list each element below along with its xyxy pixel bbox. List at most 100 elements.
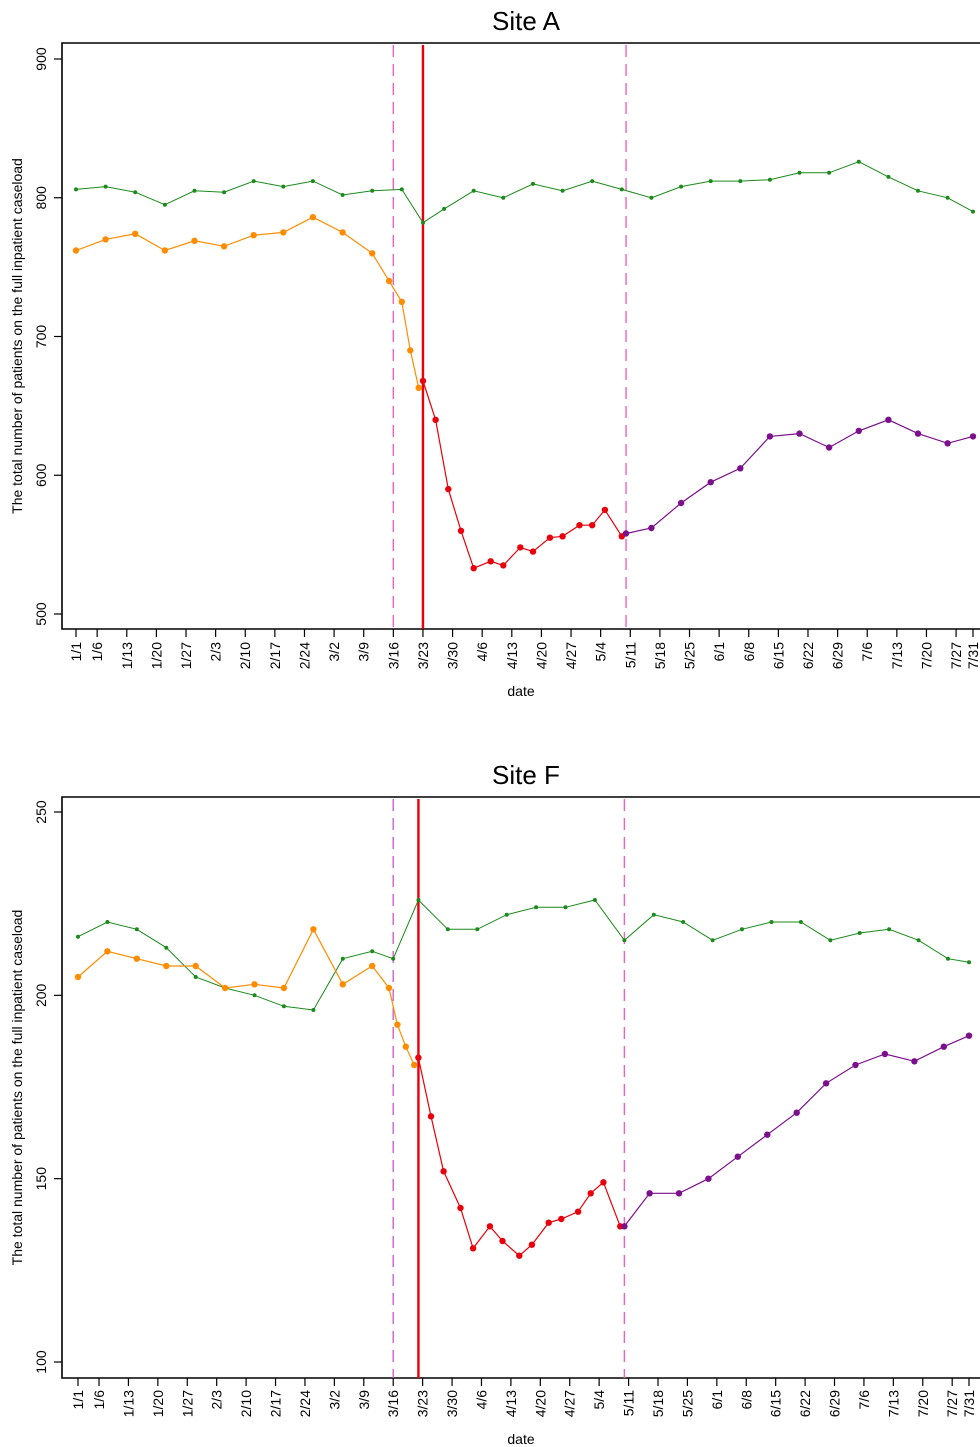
- site-a-red-series-point: [529, 548, 537, 555]
- site-f-orange-series-point: [385, 984, 393, 992]
- site-f-green-series-point: [105, 920, 110, 924]
- site-a-orange-series-point: [407, 347, 414, 354]
- site-f-x-tick-label: 2/10: [238, 1390, 254, 1417]
- site-f-purple-series-point: [675, 1190, 683, 1197]
- site-f-x-tick-label: 3/9: [356, 1390, 372, 1410]
- site-f-x-tick-label: 2/24: [297, 1390, 313, 1417]
- site-a-green-series-point: [192, 188, 197, 193]
- site-f-purple-series-point: [911, 1058, 918, 1065]
- site-f-purple-series-point: [965, 1032, 973, 1039]
- site-f-green-series-point: [946, 956, 950, 961]
- site-a-orange-series-point: [72, 247, 80, 254]
- site-a-purple-series-point: [796, 430, 803, 437]
- site-f-x-tick-label: 7/27: [944, 1390, 960, 1417]
- site-f-red-series-point: [469, 1245, 477, 1252]
- site-a-red-series-point: [500, 562, 507, 569]
- site-a-x-axis-label: date: [507, 683, 534, 699]
- site-a-purple-series-point: [855, 427, 862, 435]
- site-f-orange-series-point: [394, 1021, 401, 1028]
- site-a-green-series-point: [74, 187, 78, 192]
- site-a-axes-frame: [61, 42, 980, 630]
- site-f-x-tick-label: 1/1: [70, 1390, 86, 1410]
- site-a-x-tick-label: 4/27: [563, 642, 579, 669]
- site-f-purple-series-line: [623, 1035, 970, 1227]
- site-f-x-tick-label: 4/13: [503, 1390, 519, 1417]
- site-a-green-series-point: [222, 190, 227, 195]
- site-f-panel: Site F date The total number of patients…: [9, 760, 980, 1447]
- site-f-red-series-point: [587, 1190, 594, 1197]
- site-a-x-tick-label: 6/8: [741, 642, 757, 662]
- site-a-purple-series-line: [625, 419, 974, 535]
- site-a-purple-series-point: [914, 430, 922, 437]
- site-f-x-tick-label: 6/29: [827, 1390, 843, 1417]
- site-f-green-series-point: [967, 960, 971, 965]
- site-f-red-series-point: [486, 1223, 494, 1230]
- site-a-red-series-point: [589, 522, 596, 529]
- site-a-green-series-point: [340, 193, 345, 197]
- site-f-x-tick-label: 6/22: [797, 1390, 813, 1417]
- site-a-green-series-point: [133, 190, 138, 195]
- site-f-green-series-point: [592, 898, 597, 902]
- site-f-red-series-point: [558, 1215, 565, 1223]
- site-a-green-series-point: [501, 195, 506, 200]
- site-f-x-tick-label: 1/27: [179, 1390, 195, 1417]
- site-a-x-tick-label: 6/1: [711, 642, 727, 662]
- site-a-orange-series: [72, 214, 422, 391]
- site-a-green-series-point: [560, 188, 565, 193]
- site-a-purple-series-point: [677, 499, 685, 507]
- site-a-green-series: [74, 159, 975, 225]
- site-a-red-series-point: [559, 533, 566, 540]
- site-a-x-tick-label: 7/20: [918, 642, 934, 669]
- site-a-orange-series-point: [309, 214, 317, 221]
- site-a-green-series-point: [679, 184, 684, 189]
- site-f-green-series-point: [416, 898, 421, 902]
- site-a-x-tick-label: 4/6: [474, 642, 490, 662]
- site-a-green-series-point: [856, 159, 861, 164]
- site-f-orange-series-point: [221, 984, 229, 992]
- site-a-red-series-point: [419, 377, 427, 385]
- site-f-green-series-point: [651, 912, 656, 917]
- site-f-green-series-point: [857, 931, 862, 935]
- site-a-orange-series-point: [385, 277, 393, 285]
- site-f-x-tick-label: 1/13: [120, 1390, 136, 1417]
- site-f-x-tick-label: 5/25: [679, 1390, 695, 1417]
- site-f-green-series-point: [534, 905, 539, 910]
- site-a-x-tick-label: 3/2: [326, 642, 342, 662]
- site-a-orange-series-point: [369, 250, 376, 257]
- site-a-y-tick-label: 500: [33, 602, 49, 626]
- site-f-x-tick-label: 7/6: [856, 1390, 872, 1410]
- site-f-green-series-point: [370, 949, 375, 954]
- site-a-x-tick-label: 5/18: [652, 642, 668, 669]
- site-a-x-tick-label: 7/6: [859, 642, 875, 662]
- site-f-y-tick-label: 250: [33, 800, 49, 824]
- site-f-orange-series-point: [280, 984, 288, 992]
- site-f-green-series-point: [916, 938, 921, 943]
- site-f-x-tick-label: 5/11: [621, 1390, 637, 1416]
- site-a-y-tick-label: 700: [33, 325, 49, 349]
- site-f-x-tick-label: 2/17: [268, 1390, 284, 1417]
- site-f-orange-series-point: [133, 955, 140, 962]
- site-a-red-series-point: [470, 565, 477, 572]
- site-f-x-tick-label: 6/8: [738, 1390, 754, 1410]
- site-a-x-tick-label: 1/27: [178, 642, 194, 669]
- site-f-purple-series-point: [793, 1109, 800, 1116]
- site-f-green-series-point: [681, 920, 686, 924]
- site-f-orange-series-point: [251, 981, 258, 988]
- site-a-x-tick-label: 5/25: [682, 642, 698, 669]
- site-a-red-series-point: [546, 534, 554, 541]
- site-f-green-series-line: [77, 899, 970, 1011]
- site-a-red-series-point: [445, 485, 452, 493]
- site-f-green-series-point: [311, 1008, 316, 1012]
- site-a-orange-series-point: [161, 247, 169, 254]
- site-a-x-tick-label: 4/20: [533, 642, 549, 669]
- site-a-green-series-point: [708, 179, 713, 184]
- site-f-orange-series-point: [369, 962, 376, 970]
- site-a-x-tick-label: 6/29: [830, 642, 846, 669]
- site-f-x-tick-label: 1/6: [91, 1390, 107, 1410]
- site-a-green-series-point: [590, 179, 595, 184]
- site-f-orange-series-point: [163, 962, 170, 970]
- site-f-purple-series-point: [822, 1080, 830, 1087]
- site-f-green-series-point: [193, 975, 198, 979]
- site-f-orange-series-point: [104, 948, 111, 955]
